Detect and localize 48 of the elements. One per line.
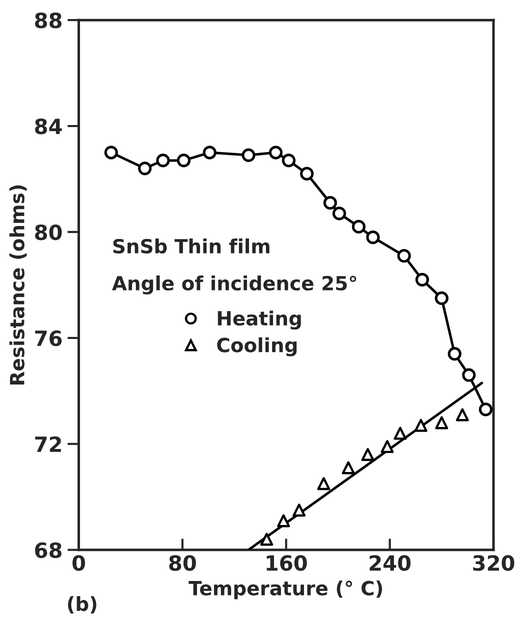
legend-label: Heating (218, 310, 301, 330)
point (366, 230, 380, 244)
point (462, 368, 476, 382)
point (156, 154, 170, 168)
point (292, 504, 306, 517)
point (352, 220, 366, 234)
point (342, 461, 355, 474)
text: (b) (68, 596, 96, 614)
point (138, 162, 152, 176)
point (394, 426, 407, 440)
point (380, 440, 394, 454)
y-tick-label: 72 (35, 436, 61, 452)
point (300, 166, 314, 181)
annotation: SnSb Thin film (113, 238, 270, 254)
point (397, 249, 411, 263)
legend-label: Cooling (217, 337, 297, 356)
y-tick-label: 84 (35, 118, 62, 134)
y-tick-label: 76 (35, 330, 62, 346)
x-tick-label: 0 (72, 555, 85, 571)
point (456, 408, 469, 422)
x-tick-label: 160 (266, 555, 307, 571)
point (323, 196, 337, 210)
point (434, 291, 448, 306)
point (202, 146, 216, 160)
point (435, 416, 448, 430)
y-tick-label: 68 (35, 542, 62, 558)
y-tick-label: 80 (35, 224, 62, 240)
point (317, 477, 330, 490)
point (282, 154, 296, 168)
point (448, 347, 462, 361)
x-axis-title: Temperature (° C) (188, 580, 382, 600)
point (242, 148, 256, 162)
annotation: Angle of incidence 25° (112, 275, 356, 294)
point (277, 514, 290, 528)
x-tick-label: 320 (473, 555, 514, 571)
point (332, 206, 346, 220)
x-tick-label: 240 (370, 555, 411, 571)
point (268, 146, 283, 160)
y-tick-label: 88 (35, 12, 62, 28)
point (414, 418, 428, 432)
point (361, 448, 374, 461)
point (260, 532, 274, 546)
y-axis-title: Resistance (ohms) (9, 185, 27, 384)
point (415, 272, 430, 286)
point (176, 154, 191, 168)
point (478, 402, 493, 416)
x-tick-label: 80 (169, 555, 196, 571)
point (104, 146, 118, 160)
